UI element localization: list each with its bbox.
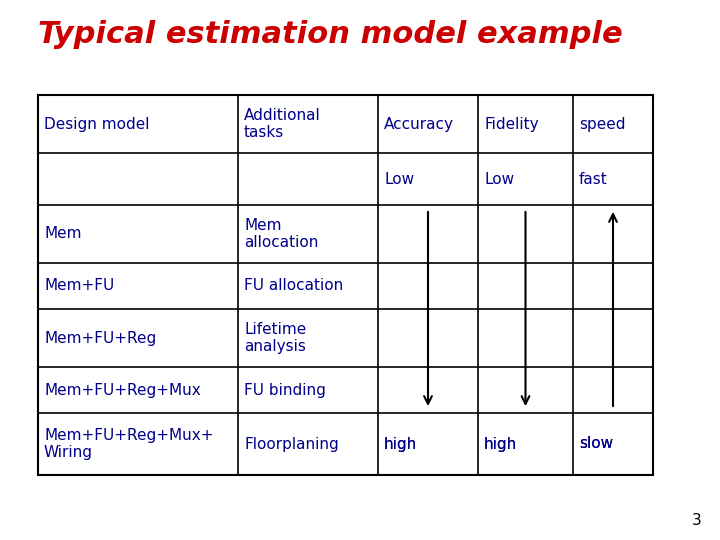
Text: Floorplaning: Floorplaning — [244, 436, 338, 451]
Text: 3: 3 — [692, 513, 702, 528]
Text: Additional
tasks: Additional tasks — [244, 108, 320, 140]
Text: fast: fast — [579, 172, 608, 186]
Text: Mem+FU+Reg: Mem+FU+Reg — [44, 330, 156, 346]
Text: Low: Low — [484, 172, 514, 186]
Text: Mem+FU+Reg+Mux: Mem+FU+Reg+Mux — [44, 382, 201, 397]
Text: Mem
allocation: Mem allocation — [244, 218, 318, 250]
Text: high: high — [384, 436, 418, 451]
Text: FU allocation: FU allocation — [244, 279, 343, 294]
Bar — [38, 95, 653, 475]
Text: Mem+FU+Reg+Mux+
Wiring: Mem+FU+Reg+Mux+ Wiring — [44, 428, 214, 460]
Text: slow: slow — [579, 436, 613, 451]
Text: high: high — [484, 436, 517, 451]
Text: Accuracy: Accuracy — [384, 117, 454, 132]
Text: speed: speed — [579, 117, 626, 132]
Text: Mem+FU: Mem+FU — [44, 279, 114, 294]
Text: Low: Low — [384, 172, 414, 186]
Text: Fidelity: Fidelity — [484, 117, 539, 132]
Text: high: high — [484, 436, 517, 451]
Text: FU binding: FU binding — [244, 382, 326, 397]
Text: Typical estimation model example: Typical estimation model example — [38, 20, 623, 49]
Text: Lifetime
analysis: Lifetime analysis — [244, 322, 306, 354]
Text: Design model: Design model — [44, 117, 150, 132]
Text: Mem: Mem — [44, 226, 81, 241]
Text: slow: slow — [579, 436, 613, 451]
Text: high: high — [384, 436, 418, 451]
